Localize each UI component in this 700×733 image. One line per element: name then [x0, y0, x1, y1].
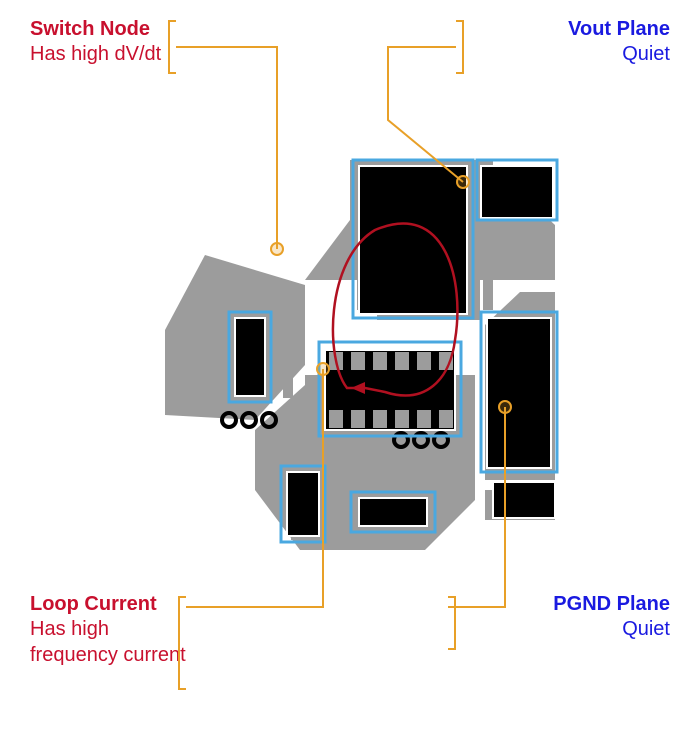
- label-switch-node: Switch Node Has high dV/dt: [30, 18, 161, 67]
- vout-plane-sub: Quiet: [568, 41, 670, 67]
- left-small-pad: [235, 318, 265, 396]
- dot-switch-node: [270, 242, 284, 256]
- bracket-switch-node: [168, 20, 176, 74]
- pcb-diagram: [125, 120, 575, 550]
- switch-node-title: Switch Node: [30, 18, 161, 41]
- bottom-right-pad: [493, 482, 555, 518]
- bottom-mid-pad: [359, 498, 427, 526]
- vout-plane-title: Vout Plane: [568, 18, 670, 41]
- top-large-pad: [359, 166, 467, 314]
- dot-pgnd-plane: [498, 400, 512, 414]
- bracket-vout-plane: [456, 20, 464, 74]
- label-vout-plane: Vout Plane Quiet: [568, 18, 670, 67]
- loop-current-sub: Has high frequency current: [30, 616, 200, 668]
- label-pgnd-plane: PGND Plane Quiet: [553, 593, 670, 642]
- bracket-loop-current: [178, 596, 186, 690]
- pcb-svg: [125, 120, 575, 550]
- bottom-left-pad: [287, 472, 319, 536]
- dot-vout-plane: [456, 175, 470, 189]
- dot-loop-current: [316, 362, 330, 376]
- pgnd-plane-sub: Quiet: [553, 616, 670, 642]
- pgnd-plane-title: PGND Plane: [553, 593, 670, 616]
- label-loop-current: Loop Current Has high frequency current: [30, 593, 200, 668]
- bracket-pgnd-plane: [448, 596, 456, 650]
- loop-current-title: Loop Current: [30, 593, 200, 616]
- switch-node-sub: Has high dV/dt: [30, 41, 161, 67]
- top-right-pad: [481, 166, 553, 218]
- right-tall-pad: [487, 318, 551, 468]
